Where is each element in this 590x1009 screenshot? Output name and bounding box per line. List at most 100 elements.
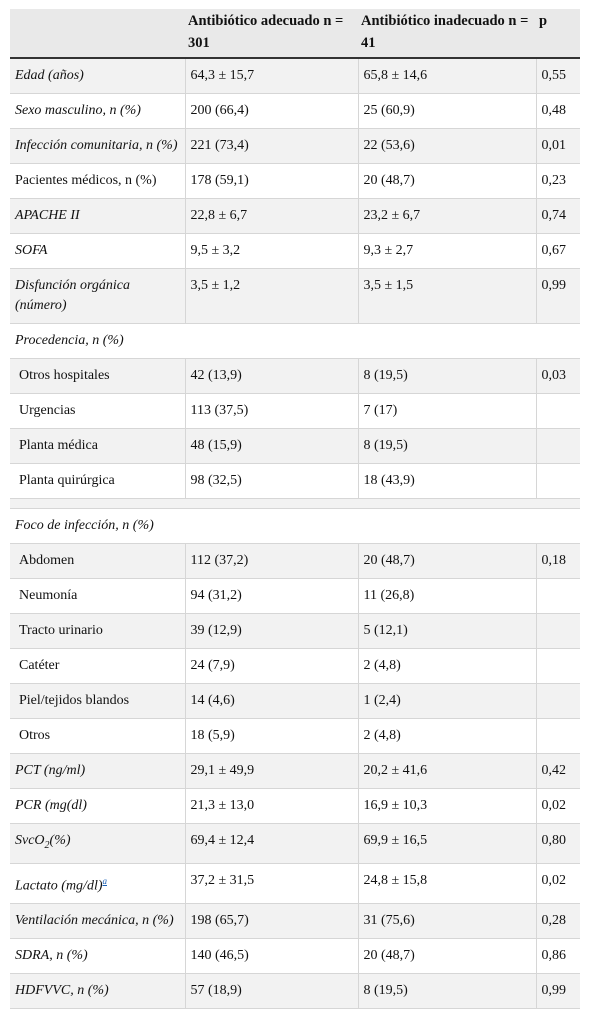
value-inadecuado: 25 (60,9) bbox=[357, 93, 536, 129]
table-row: SOFA 9,5 ± 3,2 9,3 ± 2,7 0,67 bbox=[10, 233, 580, 269]
value-inadecuado: 20 (48,7) bbox=[357, 543, 536, 579]
value-adecuado: 37,2 ± 31,5 bbox=[184, 863, 358, 905]
value-inadecuado: 8 (19,5) bbox=[357, 358, 536, 394]
value-adecuado: 64,3 ± 15,7 bbox=[184, 58, 358, 94]
row-label: APACHE II bbox=[10, 198, 185, 234]
value-p: 0,02 bbox=[535, 863, 580, 905]
value-p: 0,99 bbox=[535, 973, 580, 1009]
table-row: Lactato (mg/dl)a 37,2 ± 31,5 24,8 ± 15,8… bbox=[10, 863, 580, 905]
lactato-label: Lactato (mg/dl) bbox=[15, 878, 103, 894]
row-label: Abdomen bbox=[10, 543, 185, 579]
value-adecuado: 22,8 ± 6,7 bbox=[184, 198, 358, 234]
value-adecuado: 29,1 ± 49,9 bbox=[184, 753, 358, 789]
value-inadecuado: 65,8 ± 14,6 bbox=[357, 58, 536, 94]
value-inadecuado: 31 (75,6) bbox=[357, 903, 536, 940]
value-inadecuado: 20 (48,7) bbox=[357, 163, 536, 199]
table-row: Urgencias 113 (37,5) 7 (17) bbox=[10, 393, 580, 429]
value-adecuado: 140 (46,5) bbox=[184, 938, 358, 975]
value-inadecuado: 2 (4,8) bbox=[357, 648, 536, 684]
value-p: 0,18 bbox=[535, 543, 580, 579]
value-p: 0,67 bbox=[535, 233, 580, 269]
value-inadecuado: 22 (53,6) bbox=[357, 128, 536, 164]
table-row: APACHE II 22,8 ± 6,7 23,2 ± 6,7 0,74 bbox=[10, 198, 580, 234]
value-adecuado: 221 (73,4) bbox=[184, 128, 358, 164]
table-row: Disfunción orgánica (número) 3,5 ± 1,2 3… bbox=[10, 268, 580, 324]
row-label: HDFVVC, n (%) bbox=[10, 973, 185, 1009]
value-p: 0,55 bbox=[535, 58, 580, 94]
table-row: SDRA, n (%) 140 (46,5) 20 (48,7) 0,86 bbox=[10, 938, 580, 975]
row-label: PCT (ng/ml) bbox=[10, 753, 185, 789]
value-adecuado: 94 (31,2) bbox=[184, 578, 358, 614]
value-p bbox=[535, 428, 580, 464]
table-row: Ventilación mecánica, n (%) 198 (65,7) 3… bbox=[10, 903, 580, 940]
value-adecuado: 112 (37,2) bbox=[184, 543, 358, 579]
value-inadecuado: 18 (43,9) bbox=[357, 463, 536, 499]
value-adecuado: 39 (12,9) bbox=[184, 613, 358, 649]
value-inadecuado: 5 (12,1) bbox=[357, 613, 536, 649]
section-label: Foco de infección, n (%) bbox=[10, 508, 580, 544]
table-header: Antibiótico adecuado n = 301 Antibiótico… bbox=[10, 9, 580, 59]
value-inadecuado: 16,9 ± 10,3 bbox=[357, 788, 536, 824]
svco2-label-post: (%) bbox=[49, 833, 71, 848]
value-p bbox=[535, 718, 580, 754]
value-inadecuado: 8 (19,5) bbox=[357, 973, 536, 1009]
row-label: PCR (mg(dl) bbox=[10, 788, 185, 824]
value-p: 0,23 bbox=[535, 163, 580, 199]
value-adecuado: 57 (18,9) bbox=[184, 973, 358, 1009]
value-inadecuado: 20 (48,7) bbox=[357, 938, 536, 975]
row-label: Ventilación mecánica, n (%) bbox=[10, 903, 185, 940]
value-inadecuado: 11 (26,8) bbox=[357, 578, 536, 614]
row-label: Catéter bbox=[10, 648, 185, 684]
row-label: SDRA, n (%) bbox=[10, 938, 185, 975]
header-inadecuado: Antibiótico inadecuado n = 41 bbox=[358, 9, 536, 59]
table-row: PCT (ng/ml) 29,1 ± 49,9 20,2 ± 41,6 0,42 bbox=[10, 753, 580, 789]
value-p bbox=[535, 648, 580, 684]
value-p bbox=[535, 463, 580, 499]
table-row: Sexo masculino, n (%) 200 (66,4) 25 (60,… bbox=[10, 93, 580, 129]
table-row: Abdomen 112 (37,2) 20 (48,7) 0,18 bbox=[10, 543, 580, 579]
section-row-procedencia: Procedencia, n (%) bbox=[10, 323, 580, 359]
value-adecuado: 113 (37,5) bbox=[184, 393, 358, 429]
value-adecuado: 18 (5,9) bbox=[184, 718, 358, 754]
table-row: Tracto urinario 39 (12,9) 5 (12,1) bbox=[10, 613, 580, 649]
value-adecuado: 24 (7,9) bbox=[184, 648, 358, 684]
value-p: 0,86 bbox=[535, 938, 580, 975]
value-adecuado: 98 (32,5) bbox=[184, 463, 358, 499]
value-inadecuado: 69,9 ± 16,5 bbox=[357, 823, 536, 864]
value-p: 0,28 bbox=[535, 903, 580, 940]
value-adecuado: 14 (4,6) bbox=[184, 683, 358, 719]
row-label: Planta médica bbox=[10, 428, 185, 464]
value-adecuado: 21,3 ± 13,0 bbox=[184, 788, 358, 824]
value-inadecuado: 7 (17) bbox=[357, 393, 536, 429]
value-inadecuado: 24,8 ± 15,8 bbox=[357, 863, 536, 905]
value-inadecuado: 20,2 ± 41,6 bbox=[357, 753, 536, 789]
row-label: Otros hospitales bbox=[10, 358, 185, 394]
table-row: Otros hospitales 42 (13,9) 8 (19,5) 0,03 bbox=[10, 358, 580, 394]
value-inadecuado: 9,3 ± 2,7 bbox=[357, 233, 536, 269]
table-row: Piel/tejidos blandos 14 (4,6) 1 (2,4) bbox=[10, 683, 580, 719]
value-p: 0,80 bbox=[535, 823, 580, 864]
table-row: PCR (mg(dl) 21,3 ± 13,0 16,9 ± 10,3 0,02 bbox=[10, 788, 580, 824]
table-row: SvcO2(%) 69,4 ± 12,4 69,9 ± 16,5 0,80 bbox=[10, 823, 580, 864]
section-label: Procedencia, n (%) bbox=[10, 323, 580, 359]
value-adecuado: 9,5 ± 3,2 bbox=[184, 233, 358, 269]
row-label: Tracto urinario bbox=[10, 613, 185, 649]
value-p: 0,02 bbox=[535, 788, 580, 824]
table-row: Planta quirúrgica 98 (32,5) 18 (43,9) bbox=[10, 463, 580, 499]
value-inadecuado: 1 (2,4) bbox=[357, 683, 536, 719]
value-inadecuado: 3,5 ± 1,5 bbox=[357, 268, 536, 324]
value-adecuado: 178 (59,1) bbox=[184, 163, 358, 199]
value-inadecuado: 8 (19,5) bbox=[357, 428, 536, 464]
svco2-label-pre: SvcO bbox=[15, 833, 45, 848]
section-row-foco: Foco de infección, n (%) bbox=[10, 508, 580, 544]
row-label: SOFA bbox=[10, 233, 185, 269]
footnote-link[interactable]: a bbox=[102, 875, 108, 886]
row-label: SvcO2(%) bbox=[10, 823, 185, 864]
value-adecuado: 200 (66,4) bbox=[184, 93, 358, 129]
svco2-label-sub: 2 bbox=[44, 839, 50, 851]
value-p bbox=[535, 393, 580, 429]
value-adecuado: 48 (15,9) bbox=[184, 428, 358, 464]
row-label: Lactato (mg/dl)a bbox=[10, 863, 185, 905]
row-label: Otros bbox=[10, 718, 185, 754]
table-row: Planta médica 48 (15,9) 8 (19,5) bbox=[10, 428, 580, 464]
